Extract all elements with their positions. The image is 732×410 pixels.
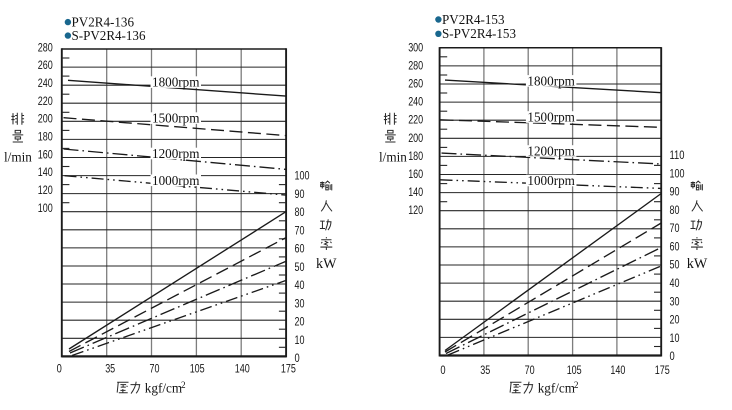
svg-text:50: 50: [295, 260, 305, 274]
svg-text:kgf/cm: kgf/cm: [145, 381, 183, 396]
svg-text:S-PV2R4-136: S-PV2R4-136: [72, 29, 146, 44]
svg-text:100: 100: [38, 201, 53, 215]
svg-text:1500rpm: 1500rpm: [527, 110, 575, 125]
svg-text:10: 10: [670, 331, 680, 345]
svg-text:240: 240: [408, 95, 423, 109]
svg-text:10: 10: [295, 333, 305, 347]
svg-text:70: 70: [525, 363, 535, 377]
svg-text:PV2R4-153: PV2R4-153: [442, 13, 505, 28]
svg-text:l/min: l/min: [4, 149, 32, 164]
svg-text:PV2R4-136: PV2R4-136: [72, 16, 135, 31]
svg-text:105: 105: [567, 363, 582, 377]
svg-text:1800rpm: 1800rpm: [527, 73, 575, 88]
svg-text:140: 140: [235, 362, 250, 376]
svg-text:kgf/cm: kgf/cm: [538, 381, 576, 396]
svg-text:175: 175: [281, 362, 296, 376]
svg-text:100: 100: [670, 166, 685, 180]
svg-text:260: 260: [38, 58, 53, 72]
svg-text:220: 220: [408, 113, 423, 127]
svg-text:0: 0: [57, 362, 62, 376]
svg-text:140: 140: [610, 363, 625, 377]
svg-text:0: 0: [440, 363, 445, 377]
svg-text:kW: kW: [316, 256, 337, 272]
svg-text:60: 60: [670, 240, 680, 254]
svg-text:0: 0: [295, 351, 300, 365]
svg-text:1500rpm: 1500rpm: [152, 111, 200, 126]
svg-text:200: 200: [38, 112, 53, 126]
svg-text:70: 70: [295, 223, 305, 237]
svg-text:240: 240: [38, 76, 53, 90]
svg-text:280: 280: [408, 58, 423, 72]
svg-text:180: 180: [408, 149, 423, 163]
svg-text:70: 70: [670, 221, 680, 235]
svg-text:140: 140: [408, 185, 423, 199]
svg-text:110: 110: [670, 148, 685, 162]
svg-text:2: 2: [181, 380, 186, 390]
svg-text:160: 160: [408, 167, 423, 181]
svg-text:40: 40: [670, 276, 680, 290]
svg-text:100: 100: [295, 169, 310, 183]
svg-text:30: 30: [295, 296, 305, 310]
svg-text:175: 175: [655, 363, 670, 377]
svg-text:280: 280: [38, 40, 53, 54]
svg-text:160: 160: [38, 147, 53, 161]
svg-text:80: 80: [670, 203, 680, 217]
svg-text:300: 300: [408, 40, 423, 54]
svg-text:220: 220: [38, 94, 53, 108]
svg-text:1200rpm: 1200rpm: [152, 146, 200, 161]
svg-text:80: 80: [295, 205, 305, 219]
svg-text:1000rpm: 1000rpm: [152, 173, 200, 188]
svg-text:50: 50: [670, 258, 680, 272]
svg-text:20: 20: [295, 315, 305, 329]
svg-text:90: 90: [670, 185, 680, 199]
svg-text:l/min: l/min: [379, 149, 407, 164]
svg-text:20: 20: [670, 313, 680, 327]
svg-text:0: 0: [670, 349, 675, 363]
svg-text:1200rpm: 1200rpm: [527, 144, 575, 159]
svg-text:180: 180: [38, 130, 53, 144]
svg-text:30: 30: [670, 294, 680, 308]
svg-text:1000rpm: 1000rpm: [527, 173, 575, 188]
svg-text:260: 260: [408, 77, 423, 91]
svg-text:40: 40: [295, 278, 305, 292]
svg-text:120: 120: [408, 203, 423, 217]
svg-text:2: 2: [574, 380, 579, 390]
svg-text:35: 35: [105, 362, 115, 376]
svg-text:90: 90: [295, 187, 305, 201]
svg-text:200: 200: [408, 131, 423, 145]
svg-text:35: 35: [480, 363, 490, 377]
svg-text:70: 70: [150, 362, 160, 376]
svg-text:1800rpm: 1800rpm: [152, 75, 200, 90]
svg-text:105: 105: [190, 362, 205, 376]
svg-text:60: 60: [295, 242, 305, 256]
svg-text:S-PV2R4-153: S-PV2R4-153: [442, 27, 516, 42]
svg-text:120: 120: [38, 183, 53, 197]
svg-text:140: 140: [38, 165, 53, 179]
svg-text:kW: kW: [687, 256, 708, 272]
